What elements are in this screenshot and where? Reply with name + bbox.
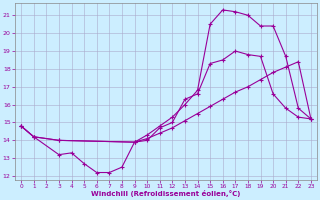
X-axis label: Windchill (Refroidissement éolien,°C): Windchill (Refroidissement éolien,°C) xyxy=(91,190,241,197)
